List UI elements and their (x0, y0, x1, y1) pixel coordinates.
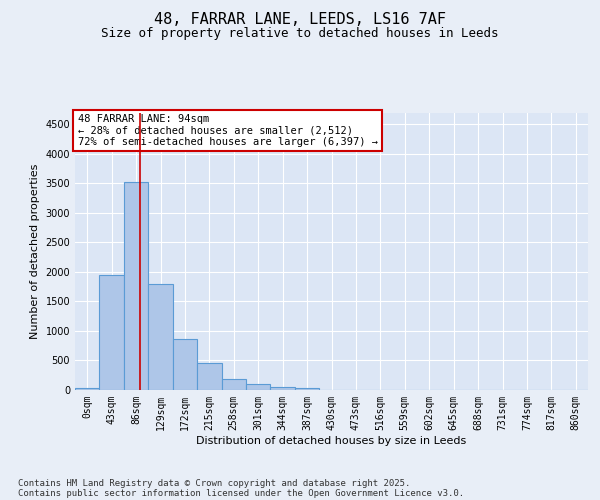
X-axis label: Distribution of detached houses by size in Leeds: Distribution of detached houses by size … (196, 436, 467, 446)
Bar (197, 363, 221, 390)
Bar (271, 387, 295, 390)
Bar (75, 388, 100, 390)
Bar (221, 379, 246, 390)
Bar (173, 339, 197, 390)
Text: Contains HM Land Registry data © Crown copyright and database right 2025.: Contains HM Land Registry data © Crown c… (18, 478, 410, 488)
Bar (295, 388, 319, 390)
Bar (246, 384, 271, 390)
Bar (148, 284, 173, 390)
Text: Contains public sector information licensed under the Open Government Licence v3: Contains public sector information licen… (18, 488, 464, 498)
Text: Size of property relative to detached houses in Leeds: Size of property relative to detached ho… (101, 28, 499, 40)
Text: 48 FARRAR LANE: 94sqm
← 28% of detached houses are smaller (2,512)
72% of semi-d: 48 FARRAR LANE: 94sqm ← 28% of detached … (77, 114, 377, 147)
Bar (124, 182, 148, 390)
Text: 48, FARRAR LANE, LEEDS, LS16 7AF: 48, FARRAR LANE, LEEDS, LS16 7AF (154, 12, 446, 28)
Y-axis label: Number of detached properties: Number of detached properties (30, 164, 40, 339)
Bar (100, 275, 124, 390)
